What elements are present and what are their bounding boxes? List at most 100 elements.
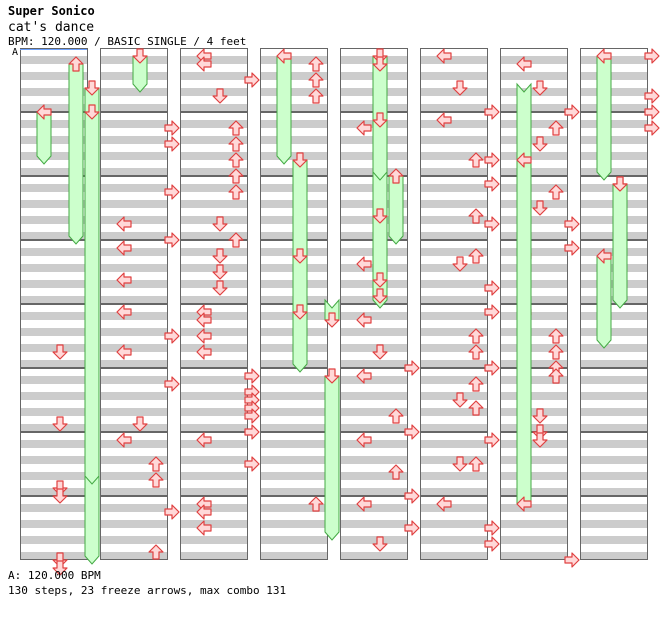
step-arrow	[564, 240, 580, 256]
beat-stripe	[180, 312, 248, 320]
step-arrow	[484, 536, 500, 552]
beat-stripe	[100, 264, 168, 272]
step-arrow	[404, 520, 420, 536]
beat-stripe	[20, 552, 88, 560]
step-arrow	[452, 80, 468, 96]
step-arrow	[644, 88, 660, 104]
measure-box	[100, 240, 168, 304]
step-arrow	[116, 304, 132, 320]
step-arrow	[324, 312, 340, 328]
beat-stripe	[580, 488, 648, 496]
measure-box	[420, 368, 488, 432]
step-arrow	[468, 344, 484, 360]
beat-stripe	[20, 488, 88, 496]
step-arrow	[244, 424, 260, 440]
beat-stripe	[20, 216, 88, 224]
step-arrow	[84, 104, 100, 120]
beat-stripe	[20, 168, 88, 176]
step-arrow	[548, 344, 564, 360]
beat-stripe	[420, 328, 488, 336]
step-arrow	[564, 552, 580, 568]
beat-stripe	[20, 440, 88, 448]
step-arrow	[212, 88, 228, 104]
beat-stripe	[20, 120, 88, 128]
beat-stripe	[420, 312, 488, 320]
beat-stripe	[180, 280, 248, 288]
beat-stripe	[420, 536, 488, 544]
step-arrow	[212, 280, 228, 296]
step-arrow	[116, 240, 132, 256]
step-arrow	[36, 104, 52, 120]
beat-stripe	[20, 312, 88, 320]
beat-stripe	[260, 504, 328, 512]
beat-stripe	[20, 184, 88, 192]
beat-stripe	[500, 168, 568, 176]
measure-box	[580, 368, 648, 432]
beat-stripe	[500, 72, 568, 80]
step-arrow	[468, 208, 484, 224]
beat-stripe	[340, 456, 408, 464]
beat-stripe	[260, 424, 328, 432]
beat-stripe	[580, 136, 648, 144]
beat-stripe	[20, 504, 88, 512]
step-arrow	[212, 248, 228, 264]
beat-stripe	[100, 104, 168, 112]
beat-stripe	[500, 120, 568, 128]
beat-stripe	[180, 200, 248, 208]
beat-stripe	[180, 376, 248, 384]
beat-stripe	[20, 344, 88, 352]
beat-stripe	[100, 216, 168, 224]
beat-stripe	[500, 264, 568, 272]
beat-stripe	[180, 472, 248, 480]
step-arrow	[356, 120, 372, 136]
freeze-arrow	[372, 119, 388, 181]
step-arrow	[164, 504, 180, 520]
beat-stripe	[500, 488, 568, 496]
measure-box	[100, 176, 168, 240]
beat-stripe	[580, 56, 648, 64]
beat-stripe	[260, 152, 328, 160]
beat-stripe	[500, 136, 568, 144]
beat-stripe	[420, 264, 488, 272]
step-arrow	[276, 48, 292, 64]
beat-stripe	[420, 232, 488, 240]
beat-stripe	[180, 408, 248, 416]
beat-stripe	[100, 248, 168, 256]
beat-stripe	[260, 376, 328, 384]
beat-stripe	[420, 552, 488, 560]
bpm-legend: A: 120.000 BPM	[8, 569, 101, 582]
step-arrow	[228, 168, 244, 184]
step-arrow	[132, 416, 148, 432]
beat-stripe	[500, 360, 568, 368]
measure-box	[580, 48, 648, 112]
beat-stripe	[260, 72, 328, 80]
beat-stripe	[180, 184, 248, 192]
beat-stripe	[260, 520, 328, 528]
beat-stripe	[180, 520, 248, 528]
step-arrow	[116, 216, 132, 232]
beat-stripe	[580, 408, 648, 416]
beat-stripe	[340, 312, 408, 320]
beat-stripe	[580, 120, 648, 128]
step-arrow	[372, 272, 388, 288]
measure-box	[340, 304, 408, 368]
measure-box	[180, 240, 248, 304]
step-arrow	[52, 344, 68, 360]
step-arrow	[596, 48, 612, 64]
freeze-arrow	[596, 55, 612, 181]
beat-stripe	[580, 344, 648, 352]
beat-stripe	[340, 520, 408, 528]
measure-box	[100, 368, 168, 432]
beat-stripe	[100, 408, 168, 416]
step-arrow	[84, 80, 100, 96]
beat-stripe	[500, 472, 568, 480]
beat-stripe	[100, 552, 168, 560]
beat-stripe	[500, 536, 568, 544]
beat-stripe	[180, 56, 248, 64]
beat-stripe	[180, 536, 248, 544]
beat-stripe	[180, 552, 248, 560]
measure-box	[420, 112, 488, 176]
step-arrow	[372, 536, 388, 552]
step-arrow	[388, 408, 404, 424]
step-arrow	[532, 432, 548, 448]
